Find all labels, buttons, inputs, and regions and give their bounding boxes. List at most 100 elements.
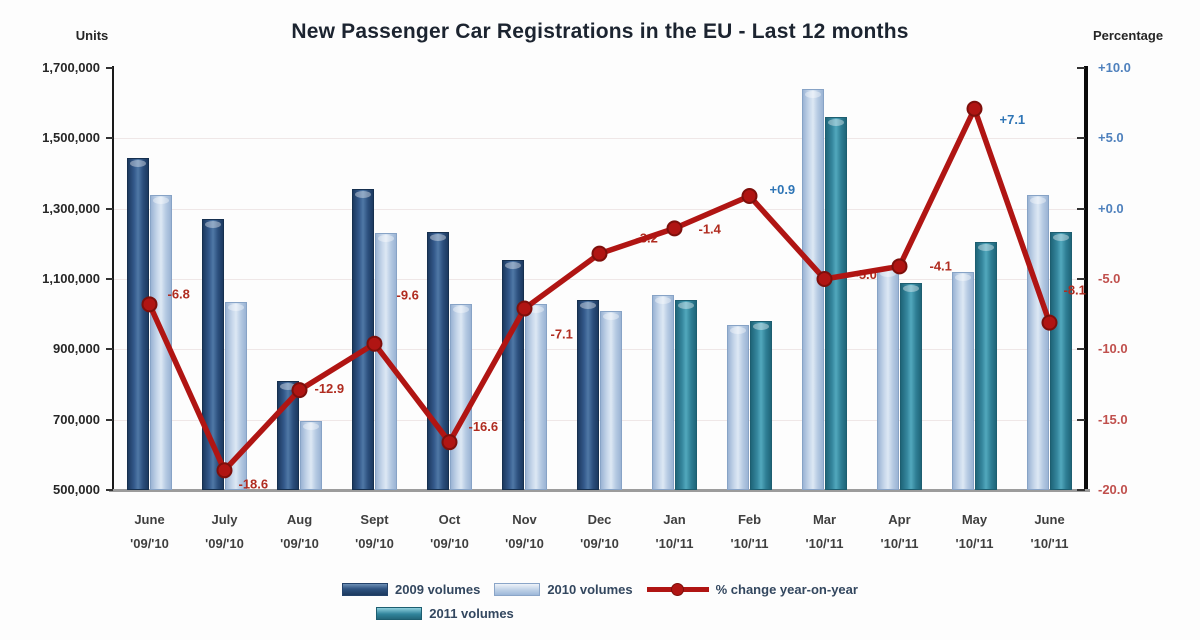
bar-2010-10 [876, 268, 899, 490]
right-axis-tick [1077, 67, 1085, 69]
x-axis-label-month: Nov [512, 512, 537, 527]
x-axis-label-years: '09/'10 [355, 536, 394, 551]
y-axis-label-right: -20.0 [1098, 482, 1128, 497]
line-data-label: -16.6 [469, 419, 499, 434]
gridline [114, 208, 1084, 210]
legend-line-marker-icon [646, 582, 709, 597]
x-axis-label-month: Feb [737, 512, 762, 527]
x-axis-label-month: Sept [360, 512, 389, 527]
x-axis-label-years: '09/'10 [280, 536, 319, 551]
line-data-label: -1.4 [699, 221, 722, 236]
x-axis-label-years: '10/'11 [1030, 536, 1069, 551]
y-axis-label-right: -10.0 [1098, 341, 1128, 357]
bar-2011-7 [674, 300, 697, 490]
bar-2010-3 [374, 233, 397, 490]
x-axis-label-month: Aug [286, 512, 313, 527]
y-axis-label-left: 1,500,000 [42, 130, 100, 146]
x-axis-label-month: Mar [812, 512, 837, 527]
bar-2011-8 [749, 321, 772, 490]
bar-2010-5 [524, 304, 547, 490]
left-axis-tick [106, 278, 113, 280]
bar-2009-0 [126, 158, 149, 490]
y-axis-label-right: -15.0 [1098, 411, 1128, 427]
x-axis-label-month: Dec [587, 512, 612, 527]
x-axis-label-years: '10/'11 [655, 536, 694, 551]
line-marker [591, 245, 608, 262]
y-axis-label-left: 1,700,000 [42, 60, 100, 75]
right-axis-tick [1077, 137, 1085, 140]
x-axis-label-month: Apr [888, 512, 911, 527]
x-axis-label-years: '10/'11 [730, 536, 769, 551]
bar-2010-8 [726, 325, 749, 490]
left-axis-title: Units [75, 28, 109, 43]
line-data-label: -12.9 [315, 381, 345, 396]
legend-label-2011: 2011 volumes [429, 606, 514, 621]
bar-2009-3 [351, 189, 374, 490]
bar-2009-4 [426, 232, 449, 490]
y-axis-label-left: 1,300,000 [42, 200, 100, 216]
x-axis-label-years: '10/'11 [880, 536, 919, 551]
x-axis-line [109, 489, 1090, 492]
x-axis-label-years: '09/'10 [130, 536, 169, 551]
gridline [114, 138, 1084, 140]
legend-swatch-2010 [494, 583, 541, 596]
left-axis-line [112, 66, 114, 492]
line-data-label: -4.1 [930, 258, 952, 273]
y-axis-label-right: +5.0 [1098, 130, 1124, 146]
x-axis-label-years: '10/'11 [955, 536, 994, 551]
right-axis-tick [1077, 418, 1085, 421]
x-axis-label-month: Jan [663, 512, 686, 527]
y-axis-label-left: 1,100,000 [42, 271, 100, 286]
bar-2011-12 [1049, 232, 1072, 490]
bar-2009-2 [276, 381, 299, 490]
gridline [114, 279, 1084, 280]
legend-label-2009: 2009 volumes [395, 582, 481, 597]
legend-item-2011: 2011 volumes [376, 606, 514, 621]
y-axis-label-left: 700,000 [53, 411, 100, 427]
y-axis-label-right: +10.0 [1098, 60, 1131, 75]
bar-2010-4 [449, 304, 472, 490]
x-axis-label-month: July [211, 512, 238, 527]
line-data-label: -7.1 [551, 327, 573, 342]
x-axis-label-month: May [961, 512, 988, 527]
legend-label-2010: 2010 volumes [547, 582, 633, 597]
legend-label-pct-change: % change year-on-year [715, 582, 858, 597]
chart-title: New Passenger Car Registrations in the E… [291, 20, 909, 43]
bar-2010-0 [149, 195, 172, 490]
y-axis-label-right: +0.0 [1098, 200, 1124, 216]
line-data-label: +0.9 [770, 182, 796, 197]
bar-2010-12 [1026, 195, 1049, 490]
left-axis-tick [106, 489, 113, 491]
x-axis-label-years: '09/'10 [205, 536, 244, 551]
x-axis-label-years: '10/'11 [805, 536, 844, 551]
left-axis-tick [106, 348, 113, 351]
legend-swatch-2009 [342, 583, 389, 596]
legend-swatch-2011 [376, 607, 423, 620]
left-axis-tick [106, 207, 113, 210]
bar-2011-9 [824, 117, 847, 490]
x-axis-label-month: June [1034, 512, 1065, 527]
bar-2011-11 [974, 242, 997, 490]
right-axis-title: Percentage [1092, 28, 1164, 43]
bar-2009-6 [576, 300, 599, 490]
right-axis-tick [1077, 348, 1085, 351]
x-axis-label-years: '09/'10 [580, 536, 619, 551]
bar-2010-7 [651, 295, 674, 490]
x-axis-label-years: '09/'10 [505, 536, 544, 551]
bar-2009-5 [501, 260, 524, 490]
line-marker [666, 220, 683, 237]
y-axis-label-right: -5.0 [1098, 271, 1121, 286]
line-marker [966, 100, 983, 117]
right-axis-tick [1077, 278, 1085, 280]
legend-item-2010: 2010 volumes [494, 582, 633, 597]
legend-row-2: 2011 volumes [0, 606, 1045, 621]
left-axis-tick [106, 67, 113, 69]
left-axis-tick [106, 137, 113, 140]
x-axis-label-month: June [134, 512, 165, 527]
right-axis-line [1084, 66, 1088, 492]
right-axis-tick [1077, 489, 1085, 491]
legend-item-2009: 2009 volumes [342, 582, 480, 597]
x-axis-label-month: Oct [438, 512, 461, 527]
line-data-label: +7.1 [1000, 112, 1026, 127]
legend-item-pct-change: % change year-on-year [646, 582, 858, 597]
